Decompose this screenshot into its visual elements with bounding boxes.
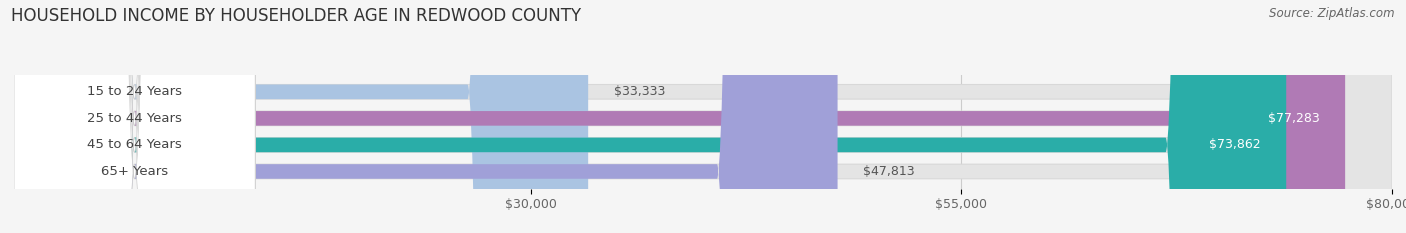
Text: $77,283: $77,283 [1268, 112, 1319, 125]
FancyBboxPatch shape [14, 0, 1392, 233]
Text: 45 to 64 Years: 45 to 64 Years [87, 138, 181, 151]
Text: 15 to 24 Years: 15 to 24 Years [87, 85, 183, 98]
FancyBboxPatch shape [14, 0, 256, 233]
FancyBboxPatch shape [14, 0, 1392, 233]
FancyBboxPatch shape [14, 0, 1392, 233]
FancyBboxPatch shape [14, 0, 256, 233]
Text: Source: ZipAtlas.com: Source: ZipAtlas.com [1270, 7, 1395, 20]
FancyBboxPatch shape [14, 0, 1392, 233]
FancyBboxPatch shape [14, 0, 256, 233]
Text: $47,813: $47,813 [863, 165, 915, 178]
Text: $73,862: $73,862 [1209, 138, 1260, 151]
FancyBboxPatch shape [14, 0, 256, 233]
Text: HOUSEHOLD INCOME BY HOUSEHOLDER AGE IN REDWOOD COUNTY: HOUSEHOLD INCOME BY HOUSEHOLDER AGE IN R… [11, 7, 581, 25]
FancyBboxPatch shape [14, 0, 1346, 233]
Text: 65+ Years: 65+ Years [101, 165, 169, 178]
FancyBboxPatch shape [14, 0, 1286, 233]
FancyBboxPatch shape [14, 0, 588, 233]
Text: 25 to 44 Years: 25 to 44 Years [87, 112, 181, 125]
Text: $33,333: $33,333 [614, 85, 665, 98]
FancyBboxPatch shape [14, 0, 838, 233]
